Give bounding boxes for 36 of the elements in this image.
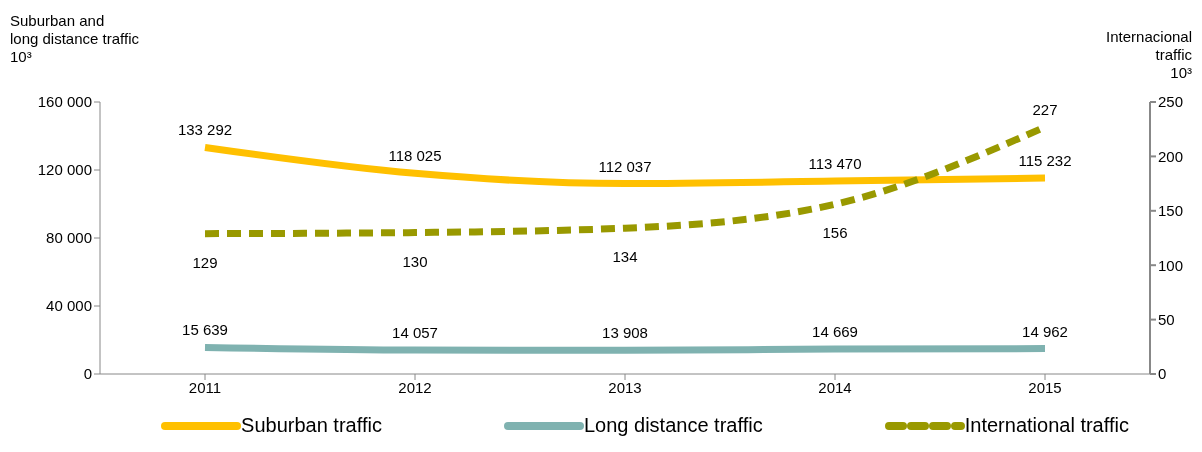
data-label: 130 — [402, 252, 428, 270]
y2-tick-label: 150 — [1158, 202, 1184, 220]
y2-tick-label: 200 — [1158, 147, 1184, 165]
data-label: 227 — [1032, 101, 1058, 119]
data-label: 113 470 — [808, 155, 862, 173]
y-tick-label: 0 — [83, 365, 92, 383]
x-tick-label: 2011 — [188, 378, 222, 396]
data-label: 13 908 — [602, 324, 648, 342]
y2-tick-label: 250 — [1158, 93, 1184, 111]
legend-label: International traffic — [964, 414, 1129, 437]
y2-tick-label: 0 — [1158, 365, 1167, 383]
x-tick-label: 2013 — [608, 378, 642, 396]
data-label: 156 — [822, 224, 848, 242]
data-label: 112 037 — [598, 157, 652, 175]
y-tick-label: 160 000 — [37, 93, 92, 111]
data-label: 134 — [612, 248, 638, 266]
data-label: 15 639 — [182, 321, 228, 339]
data-label: 115 232 — [1018, 152, 1072, 170]
y2-tick-label: 100 — [1158, 256, 1184, 274]
y-tick-label: 120 000 — [37, 161, 92, 179]
y-axis-title: Suburban and long distance traffic 10³ — [10, 12, 139, 66]
y2-tick-label: 50 — [1158, 310, 1175, 328]
data-label: 118 025 — [388, 147, 442, 165]
legend-label: Long distance traffic — [584, 414, 763, 437]
y-tick-label: 40 000 — [46, 297, 92, 315]
x-tick-label: 2014 — [818, 378, 852, 396]
y-tick-label: 80 000 — [46, 229, 92, 247]
x-tick-label: 2015 — [1028, 378, 1062, 396]
data-label: 14 669 — [812, 323, 858, 341]
data-label: 133 292 — [177, 121, 233, 139]
data-label: 129 — [192, 253, 218, 271]
x-tick-label: 2012 — [398, 378, 432, 396]
y2-axis-title: Internacional traffic 10³ — [1106, 28, 1192, 82]
data-label: 14 962 — [1022, 322, 1068, 340]
legend-label: Suburban traffic — [241, 414, 382, 437]
data-label: 14 057 — [392, 324, 438, 342]
